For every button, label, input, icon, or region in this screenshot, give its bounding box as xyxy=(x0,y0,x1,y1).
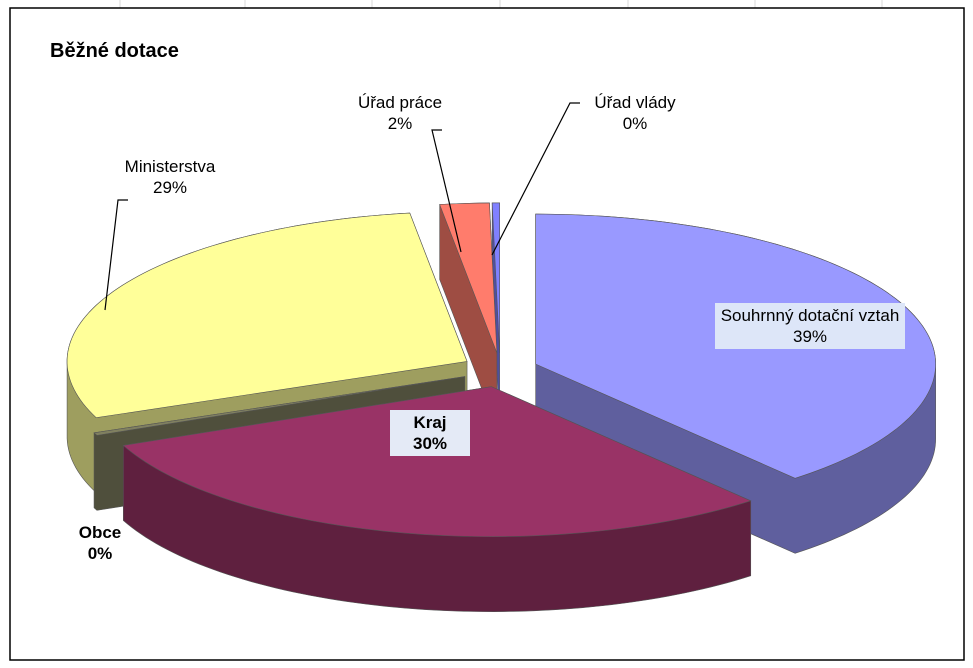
label-text: 29% xyxy=(152,178,188,197)
sheet-grid xyxy=(119,0,883,8)
label-text: 0% xyxy=(622,114,648,133)
label-text: Kraj xyxy=(413,413,447,432)
leader-line xyxy=(431,129,462,253)
label-text: Úřad práce xyxy=(357,93,443,112)
data-label: Kraj 30% xyxy=(390,410,470,456)
label-text: 2% xyxy=(387,114,413,133)
leader-line xyxy=(491,102,580,256)
data-label: Ministerstva 29% xyxy=(95,156,245,198)
data-label: Úřad práce 2% xyxy=(335,92,465,134)
label-text: Obce xyxy=(78,523,122,542)
data-label: Úřad vlády 0% xyxy=(560,92,710,134)
slice xyxy=(122,386,752,537)
label-text: Úřad vlády xyxy=(594,93,676,112)
slice xyxy=(491,202,500,353)
label-text: 0% xyxy=(87,544,113,563)
label-text: 39% xyxy=(792,327,828,346)
data-label: Obce 0% xyxy=(55,522,145,564)
label-text: Souhrnný dotační vztah xyxy=(720,306,900,325)
slice xyxy=(439,202,498,354)
slice xyxy=(93,376,465,436)
label-text: Ministerstva xyxy=(124,157,216,176)
leader-line xyxy=(104,199,128,311)
slice xyxy=(66,212,468,419)
data-label: Souhrnný dotační vztah 39% xyxy=(715,303,905,349)
chart-title: Běžné dotace xyxy=(50,40,179,62)
label-text: 30% xyxy=(412,434,448,453)
